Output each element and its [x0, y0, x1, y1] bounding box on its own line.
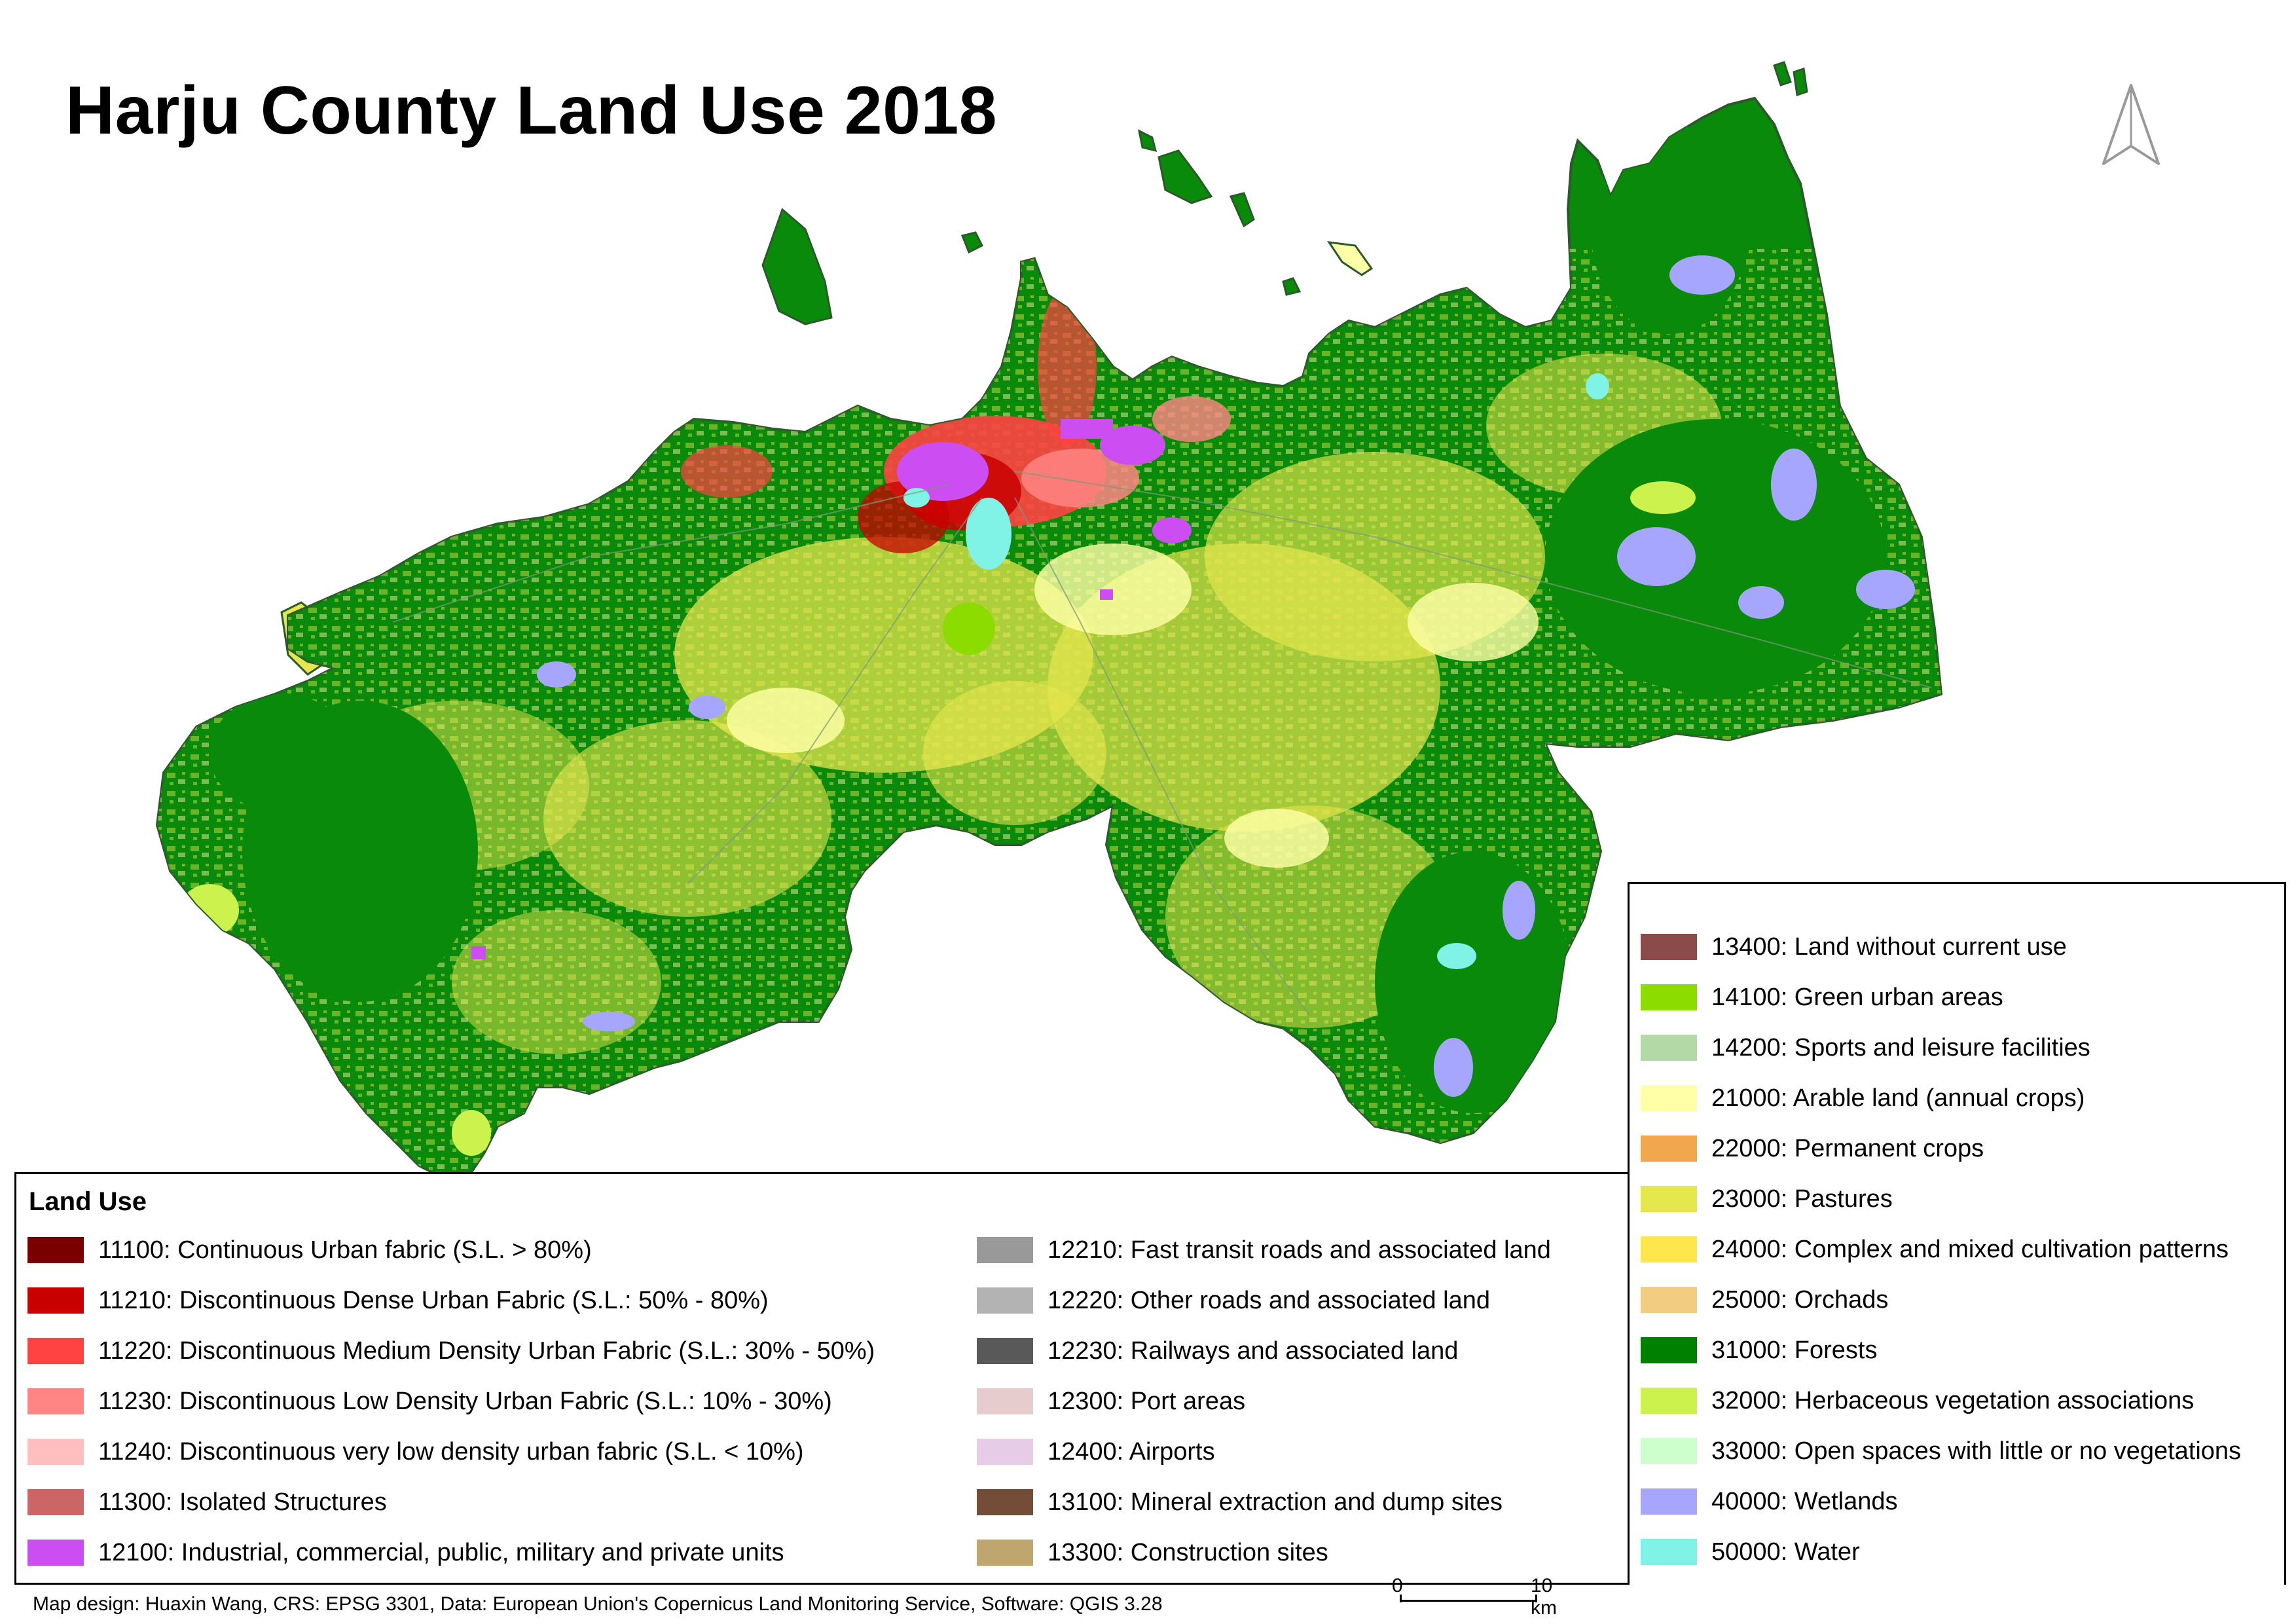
- legend-swatch: [27, 1338, 84, 1364]
- legend-swatch: [1641, 1287, 1697, 1313]
- scale-bar-end-label: 10 km: [1531, 1575, 1557, 1619]
- legend-swatch: [1641, 934, 1697, 960]
- legend-entry: 13100: Mineral extraction and dump sites: [977, 1485, 1503, 1520]
- legend-entry: 32000: Herbaceous vegetation association…: [1641, 1383, 2194, 1418]
- legend-swatch: [977, 1489, 1033, 1515]
- legend-label: 13400: Land without current use: [1711, 932, 2067, 961]
- legend-swatch: [1641, 1085, 1697, 1111]
- scale-bar: 0 10 km: [1388, 1575, 1557, 1619]
- legend-swatch: [1641, 1388, 1697, 1414]
- legend-swatch: [27, 1287, 84, 1314]
- legend-entry: 12300: Port areas: [977, 1384, 1245, 1419]
- legend-entry: 50000: Water: [1641, 1534, 1860, 1570]
- legend-entry: 14200: Sports and leisure facilities: [1641, 1030, 2090, 1065]
- legend-label: 12300: Port areas: [1048, 1387, 1246, 1415]
- legend-label: 40000: Wetlands: [1711, 1487, 1898, 1515]
- legend-title: Land Use: [29, 1187, 147, 1216]
- legend-main-box: [14, 1172, 1637, 1585]
- legend-entry: 11300: Isolated Structures: [27, 1485, 387, 1520]
- legend-swatch: [27, 1237, 84, 1263]
- legend-label: 50000: Water: [1711, 1538, 1860, 1566]
- legend-label: 12210: Fast transit roads and associated…: [1048, 1236, 1551, 1264]
- legend-entry: 25000: Orchads: [1641, 1282, 1888, 1318]
- legend-entry: 11100: Continuous Urban fabric (S.L. > 8…: [27, 1232, 592, 1268]
- legend-swatch: [1641, 1337, 1697, 1363]
- legend-entry: 23000: Pastures: [1641, 1181, 1893, 1217]
- legend-entry: 40000: Wetlands: [1641, 1484, 1898, 1519]
- legend-label: 14200: Sports and leisure facilities: [1711, 1033, 2090, 1061]
- legend-label: 11100: Continuous Urban fabric (S.L. > 8…: [98, 1236, 592, 1264]
- legend-label: 32000: Herbaceous vegetation association…: [1711, 1386, 2195, 1414]
- legend-label: 11220: Discontinuous Medium Density Urba…: [98, 1337, 875, 1365]
- legend-entry: 12400: Airports: [977, 1434, 1215, 1469]
- legend-label: 13300: Construction sites: [1048, 1538, 1328, 1566]
- industrial-areas: [471, 419, 1192, 959]
- legend-entry: 11230: Discontinuous Low Density Urban F…: [27, 1384, 832, 1419]
- legend-label: 12400: Airports: [1048, 1437, 1215, 1466]
- legend-swatch: [1641, 1438, 1697, 1464]
- legend-label: 11230: Discontinuous Low Density Urban F…: [98, 1387, 832, 1415]
- legend-label: 33000: Open spaces with little or no veg…: [1711, 1437, 2242, 1465]
- legend-swatch: [1641, 1186, 1697, 1212]
- legend-label: 25000: Orchads: [1711, 1285, 1889, 1314]
- legend-label: 24000: Complex and mixed cultivation pat…: [1711, 1235, 2229, 1263]
- road-lines: [392, 471, 1932, 1016]
- legend-label: 12220: Other roads and associated land: [1048, 1286, 1491, 1314]
- scale-bar-line: [1400, 1600, 1537, 1602]
- legend-swatch: [977, 1338, 1033, 1364]
- legend-swatch: [1641, 1488, 1697, 1515]
- legend-label: 14100: Green urban areas: [1711, 983, 2003, 1011]
- water-bodies: [903, 373, 1609, 969]
- legend-label: 11300: Isolated Structures: [98, 1488, 387, 1516]
- legend-entry: 14100: Green urban areas: [1641, 980, 2003, 1015]
- legend-entry: 22000: Permanent crops: [1641, 1131, 1984, 1166]
- legend-entry: 21000: Arable land (annual crops): [1641, 1080, 2085, 1116]
- legend-label: 12230: Railways and associated land: [1048, 1337, 1459, 1365]
- north-arrow-icon: [2102, 84, 2160, 165]
- scale-bar-start-label: 0: [1392, 1575, 1403, 1596]
- legend-label: 11210: Discontinuous Dense Urban Fabric …: [98, 1286, 769, 1314]
- legend-entry: 31000: Forests: [1641, 1333, 1877, 1368]
- legend-swatch: [27, 1439, 84, 1465]
- legend-entry: 24000: Complex and mixed cultivation pat…: [1641, 1232, 2229, 1267]
- legend-label: 11240: Discontinuous very low density ur…: [98, 1437, 804, 1466]
- map-title: Harju County Land Use 2018: [65, 73, 998, 149]
- legend-label: 31000: Forests: [1711, 1336, 1878, 1364]
- scale-bar-tick-start: [1400, 1595, 1402, 1602]
- legend-label: 21000: Arable land (annual crops): [1711, 1084, 2085, 1112]
- legend-entry: 12230: Railways and associated land: [977, 1333, 1458, 1369]
- legend-swatch: [27, 1388, 84, 1414]
- legend-label: 22000: Permanent crops: [1711, 1134, 1984, 1162]
- legend-swatch: [977, 1388, 1033, 1414]
- legend-entry: 13400: Land without current use: [1641, 929, 2067, 965]
- wetland-areas: [537, 255, 1915, 1097]
- legend-entry: 12220: Other roads and associated land: [977, 1283, 1490, 1318]
- legend-swatch: [1641, 1539, 1697, 1565]
- legend-upper-box: [1628, 882, 2286, 1585]
- scale-bar-tick-end: [1535, 1595, 1537, 1602]
- legend-swatch: [977, 1540, 1033, 1566]
- legend-swatch: [977, 1439, 1033, 1465]
- legend-entry: 33000: Open spaces with little or no veg…: [1641, 1433, 2241, 1469]
- legend-entry: 11220: Discontinuous Medium Density Urba…: [27, 1333, 875, 1369]
- legend-swatch: [27, 1489, 84, 1515]
- legend-label: 12100: Industrial, commercial, public, m…: [98, 1538, 784, 1566]
- legend-swatch: [1641, 984, 1697, 1010]
- legend-swatch: [27, 1540, 84, 1566]
- legend-swatch: [1641, 1135, 1697, 1162]
- legend-entry: 11240: Discontinuous very low density ur…: [27, 1434, 804, 1469]
- map-credits: Map design: Huaxin Wang, CRS: EPSG 3301,…: [33, 1593, 1163, 1615]
- legend-swatch: [1641, 1035, 1697, 1061]
- legend-entry: 12210: Fast transit roads and associated…: [977, 1232, 1551, 1268]
- legend-label: 23000: Pastures: [1711, 1185, 1893, 1213]
- legend-swatch: [977, 1287, 1033, 1314]
- legend-swatch: [1641, 1236, 1697, 1263]
- legend-entry: 11210: Discontinuous Dense Urban Fabric …: [27, 1283, 769, 1318]
- legend-swatch: [977, 1237, 1033, 1263]
- legend-entry: 12100: Industrial, commercial, public, m…: [27, 1535, 784, 1570]
- legend-entry: 13300: Construction sites: [977, 1535, 1328, 1570]
- legend-label: 13100: Mineral extraction and dump sites: [1048, 1488, 1503, 1516]
